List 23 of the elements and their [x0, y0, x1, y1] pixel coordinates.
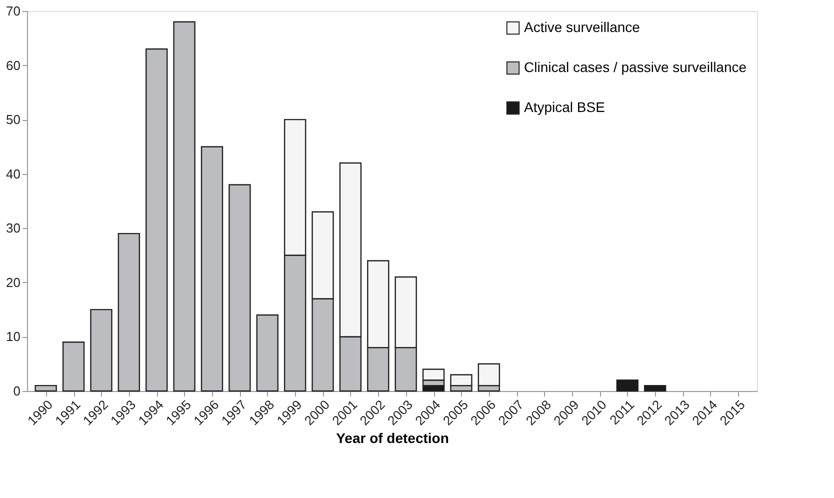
legend-label: Clinical cases / passive surveillance [524, 59, 747, 75]
bar [644, 384, 666, 392]
bar [256, 314, 278, 392]
y-tick-label: 10 [6, 329, 20, 344]
legend-label: Atypical BSE [524, 99, 605, 115]
y-tick-label: 30 [6, 220, 20, 236]
bar [200, 146, 224, 392]
legend-label: Active surveillance [524, 19, 640, 35]
bar [62, 342, 85, 392]
x-axis-title: Year of detection [336, 430, 449, 446]
bar [118, 232, 140, 392]
bar [616, 380, 638, 392]
bar [90, 308, 112, 392]
bar [228, 184, 251, 392]
y-tick-label: 0 [13, 384, 20, 398]
y-tick-label: 70 [6, 4, 20, 18]
y-tick-label: 40 [6, 166, 20, 182]
bar [34, 384, 57, 392]
bar [173, 21, 196, 392]
bar [146, 48, 168, 392]
y-tick-label: 20 [6, 274, 20, 290]
y-tick-label: 60 [6, 58, 20, 73]
y-tick-label: 50 [6, 112, 20, 128]
